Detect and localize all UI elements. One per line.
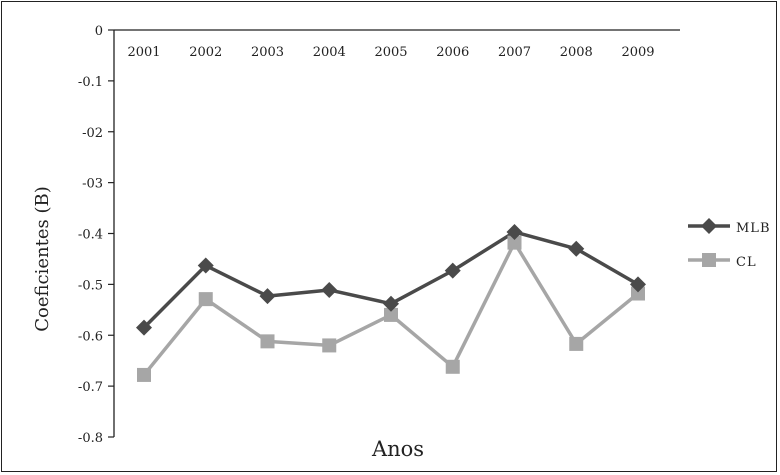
data-point-cl: [507, 235, 522, 250]
data-point-mlb: [321, 281, 338, 298]
series-markers: [136, 223, 646, 382]
data-point-cl: [631, 286, 645, 301]
data-point-cl: [322, 338, 337, 353]
data-point-mlb: [630, 276, 646, 293]
x-tick-label: 2003: [251, 45, 284, 60]
x-tick-label: 2005: [374, 45, 407, 60]
x-tick-label: 2001: [127, 45, 160, 60]
data-point-mlb: [506, 223, 523, 240]
data-point-cl: [445, 359, 460, 374]
data-point-mlb: [444, 262, 461, 279]
x-tick-label: 2002: [189, 45, 222, 60]
x-tick-label: 2007: [498, 45, 531, 60]
legend: MLB CL: [688, 218, 771, 270]
y-tick-label: -03: [82, 177, 103, 192]
data-point-cl: [569, 336, 584, 351]
x-axis-title: Anos: [371, 437, 424, 461]
data-point-cl: [260, 334, 275, 349]
legend-label: CL: [736, 255, 757, 270]
data-point-mlb: [136, 319, 152, 336]
legend-marker: [701, 218, 717, 234]
chart-axes: [113, 29, 680, 437]
x-tick-label: 2006: [436, 45, 469, 60]
y-tick-label: 0: [95, 24, 103, 39]
data-point-cl: [198, 292, 213, 307]
x-tick-label: 2009: [621, 45, 654, 60]
x-tick-label: 2004: [313, 45, 346, 60]
y-tick-label: -0.5: [78, 278, 103, 293]
data-point-mlb: [197, 257, 214, 274]
legend-item-cl: CL: [688, 253, 757, 270]
data-point-mlb: [259, 288, 276, 305]
x-tick-label: 2008: [560, 45, 593, 60]
y-tick-label: -0.6: [78, 329, 103, 344]
data-point-cl: [137, 367, 151, 382]
x-axis-ticks: 2001 2002 2003 2004 2005 2006 2007 2008 2009: [127, 45, 654, 60]
data-point-mlb: [568, 240, 585, 257]
y-axis-ticks: 0 -0.1 -02 -03 -0.4 -0.5 -0.6 -0.7 -0.8: [78, 24, 114, 446]
y-axis-title: Coeficientes (B): [32, 186, 53, 331]
legend-label: MLB: [736, 221, 771, 236]
data-point-cl: [384, 307, 398, 322]
y-tick-label: -02: [82, 126, 103, 141]
legend-item-mlb: MLB: [688, 218, 771, 236]
data-point-mlb: [383, 295, 399, 312]
legend-marker: [702, 253, 716, 267]
y-tick-label: -0.7: [78, 380, 103, 395]
y-tick-label: -0.1: [78, 75, 103, 90]
y-tick-label: -0.8: [78, 431, 103, 446]
y-tick-label: -0.4: [78, 228, 103, 243]
